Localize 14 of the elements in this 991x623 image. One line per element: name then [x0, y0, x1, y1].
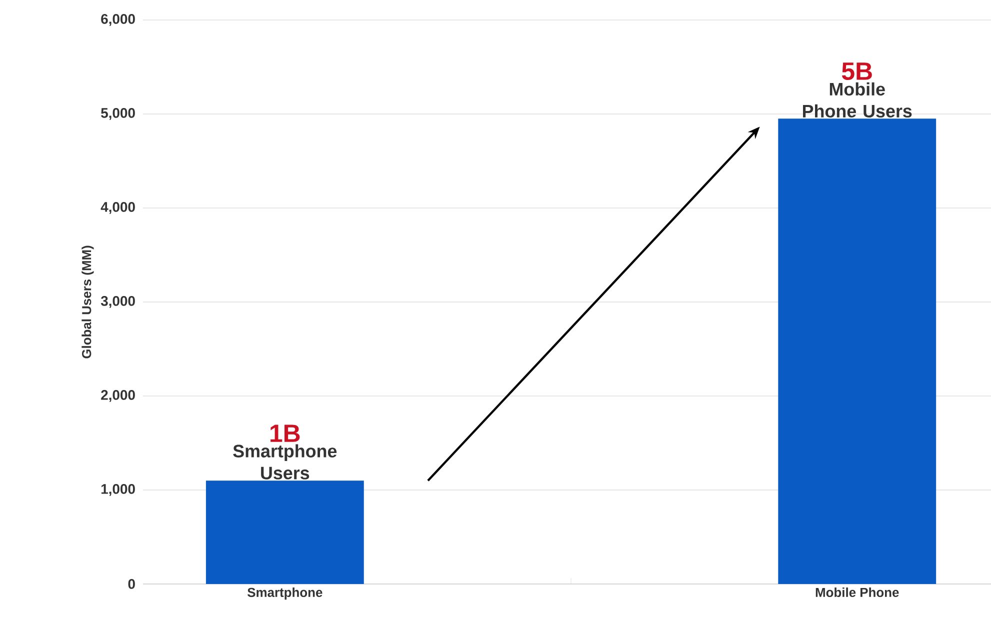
y-tick-label: 3,000 [100, 296, 135, 308]
annotation: 1B [270, 424, 300, 442]
y-tick-label: 4,000 [100, 202, 135, 214]
x-tick-label: Smartphone [248, 588, 322, 600]
y-tick-label: 1,000 [101, 484, 135, 496]
y-tick-label: 5,000 [101, 108, 135, 120]
y-tick-label: 2,000 [101, 390, 135, 402]
annotation: 5B [842, 62, 872, 80]
annotation: Mobile Phone Users [803, 82, 912, 118]
y-tick-label: 0 [128, 579, 135, 589]
annotation: Smartphone Users [233, 444, 337, 480]
y-axis-title: Global Users (MM) [82, 246, 94, 358]
y-tick-label: 6,000 [101, 14, 135, 26]
x-tick-label: Mobile Phone [816, 588, 899, 598]
